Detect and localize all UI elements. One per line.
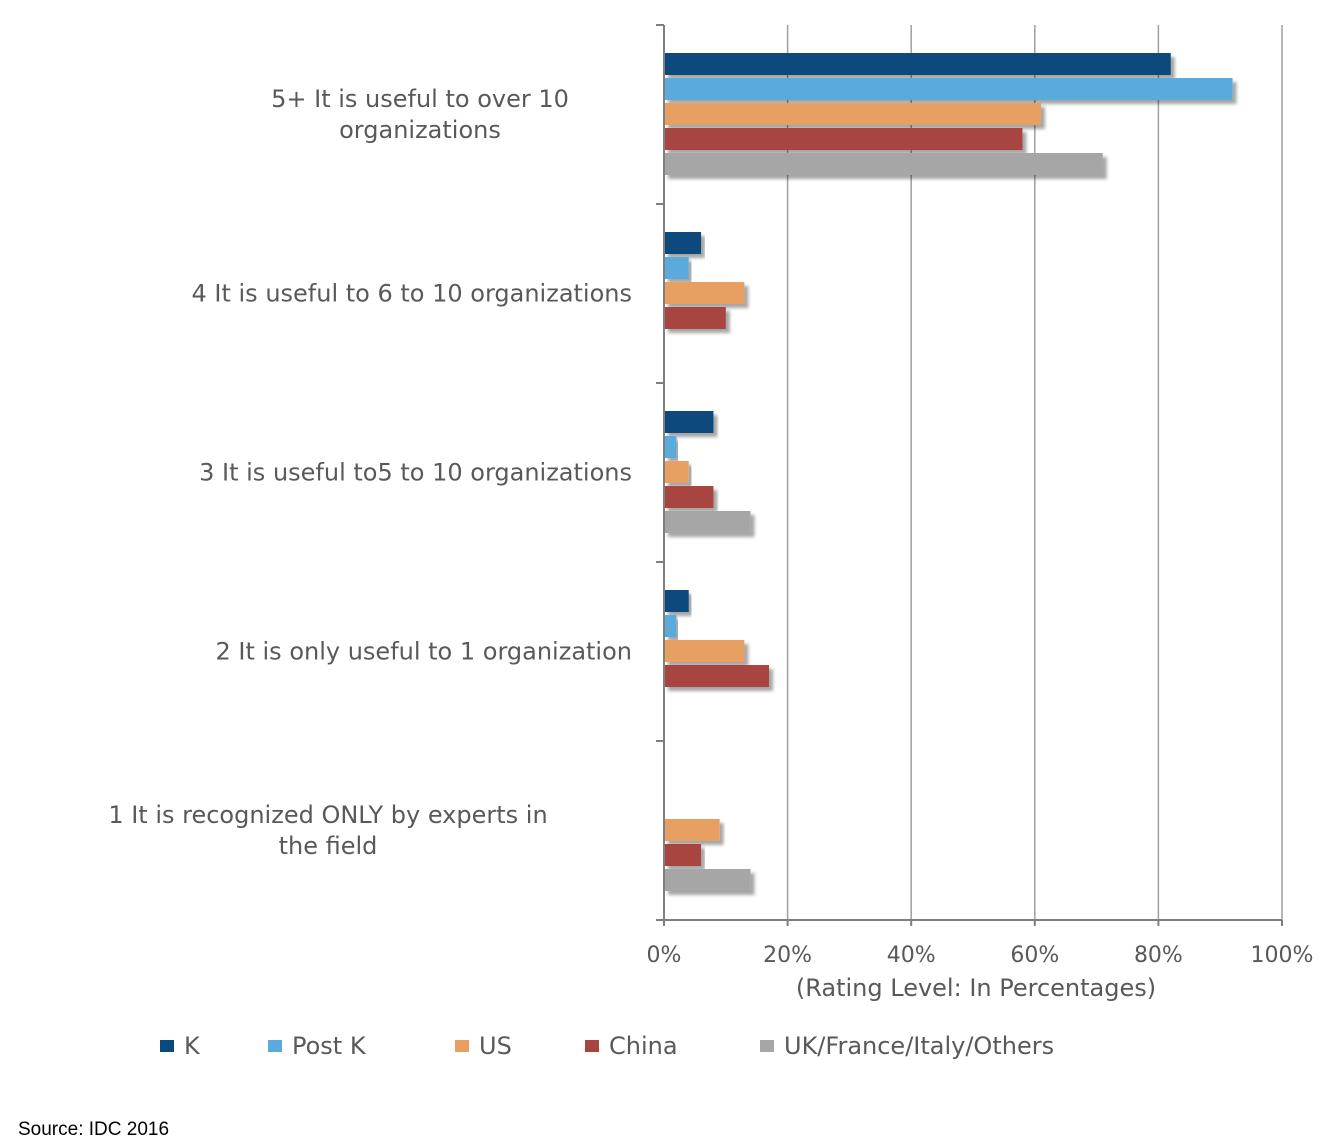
- bar: [664, 78, 1233, 100]
- source-note: Source: IDC 2016: [18, 1119, 170, 1140]
- category-label: 3 It is useful to5 to 10 organizations: [199, 459, 632, 487]
- bar: [664, 640, 745, 662]
- bar: [664, 436, 677, 458]
- x-tick-label: 80%: [1134, 943, 1183, 968]
- bar: [664, 103, 1041, 125]
- legend-label: US: [479, 1032, 512, 1060]
- bar: [664, 411, 714, 433]
- legend-swatch: [585, 1040, 599, 1052]
- x-tick-label: 60%: [1010, 943, 1059, 968]
- x-tick-label: 0%: [647, 943, 682, 968]
- x-tick-label: 40%: [887, 943, 936, 968]
- bar: [664, 819, 720, 841]
- bar: [664, 844, 702, 866]
- legend-label: K: [184, 1032, 201, 1060]
- legend-label: China: [609, 1032, 678, 1060]
- category-label: 4 It is useful to 6 to 10 organizations: [192, 280, 633, 308]
- axes: [656, 24, 1283, 926]
- bar: [664, 486, 714, 508]
- bar: [664, 590, 689, 612]
- legend-label: Post K: [292, 1032, 367, 1060]
- bar: [664, 128, 1023, 150]
- category-label: the field: [279, 832, 378, 860]
- x-tick-labels: 0% 20% 40% 60% 80% 100%: [647, 943, 1314, 968]
- bar: [664, 461, 689, 483]
- bar: [664, 282, 745, 304]
- legend-swatch: [760, 1040, 774, 1052]
- bar: [664, 232, 702, 254]
- legend-swatch: [455, 1040, 469, 1052]
- bar: [664, 53, 1171, 75]
- bar: [664, 153, 1103, 175]
- bar: [664, 257, 689, 279]
- x-axis-title: (Rating Level: In Percentages): [796, 974, 1156, 1002]
- category-label: organizations: [339, 116, 501, 144]
- bar: [664, 307, 726, 329]
- bar: [664, 665, 770, 687]
- bar: [664, 511, 751, 533]
- bar: [664, 869, 751, 891]
- category-label: 2 It is only useful to 1 organization: [216, 638, 633, 666]
- legend-swatch: [268, 1040, 282, 1052]
- bar-chart: 5+ It is useful to over 10 organizations 4…: [108, 24, 1314, 1060]
- legend-swatch: [160, 1040, 174, 1052]
- bars: [664, 53, 1233, 891]
- category-label: 5+ It is useful to over 10: [271, 85, 569, 113]
- x-tick-label: 100%: [1251, 943, 1314, 968]
- legend: K Post K US China UK/France/Italy/Others: [160, 1032, 1054, 1060]
- category-labels: 5+ It is useful to over 10 organizations 4…: [108, 85, 632, 860]
- category-label: 1 It is recognized ONLY by experts in: [108, 801, 547, 829]
- x-tick-label: 20%: [763, 943, 812, 968]
- legend-label: UK/France/Italy/Others: [784, 1032, 1054, 1060]
- bar: [664, 615, 677, 637]
